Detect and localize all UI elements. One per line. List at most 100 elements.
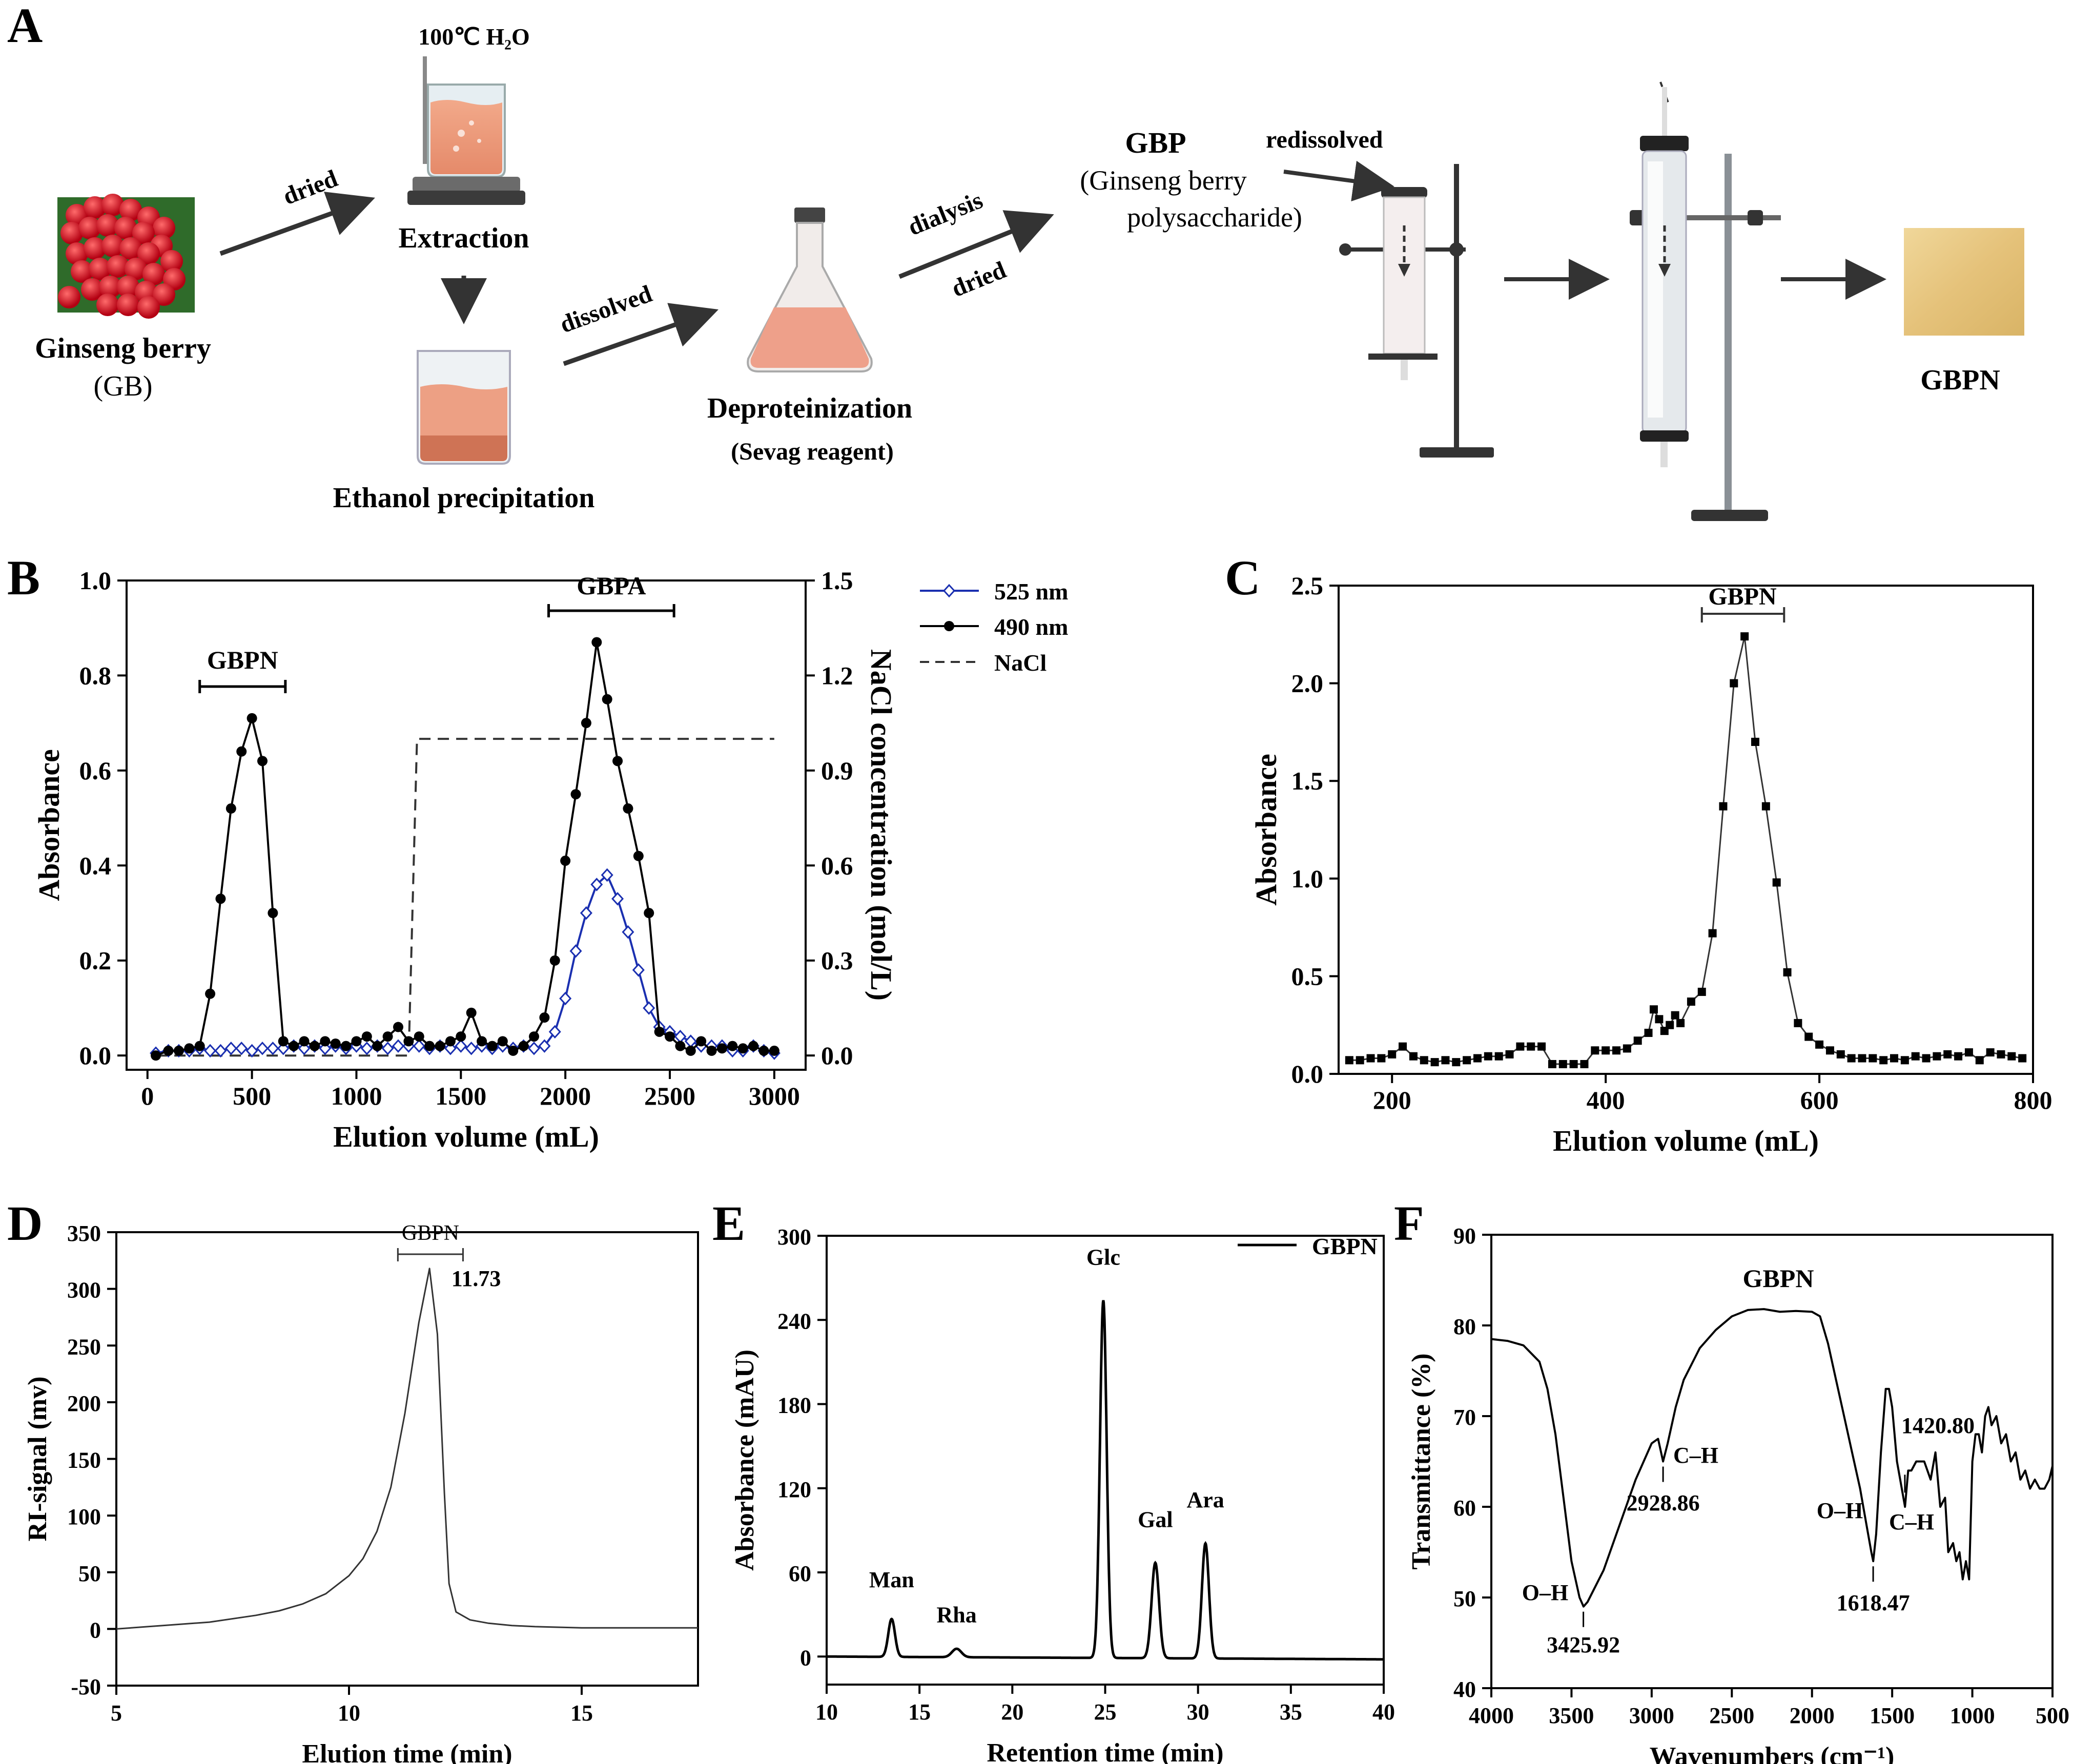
point-gbpn (1558, 1060, 1567, 1068)
point-490 (570, 789, 581, 800)
y2-tick-label: 0.6 (821, 851, 853, 880)
y-tick-label: 90 (1453, 1223, 1476, 1249)
point-490 (247, 713, 257, 723)
point-gbpn (1569, 1060, 1578, 1068)
berry-mark (84, 196, 106, 219)
berry-mark (60, 222, 83, 244)
y-tick-label: 70 (1453, 1405, 1476, 1430)
point-490 (225, 803, 236, 814)
plot-frame (826, 1235, 1385, 1686)
x-axis-label: Elution volume (mL) (1553, 1124, 1819, 1157)
point-490 (758, 1045, 769, 1056)
point-gbpn (1484, 1052, 1492, 1061)
point-gbpn (1345, 1056, 1353, 1065)
y-axis-label: Absorbance (mAU) (730, 1350, 760, 1571)
berry-mark (96, 294, 119, 316)
point-490 (716, 1043, 727, 1054)
point-490 (560, 856, 571, 866)
annotation-ch1: C–H (1673, 1443, 1718, 1468)
y-tick-label: 50 (78, 1561, 101, 1586)
point-490 (644, 908, 654, 919)
column-stand-icon-2 (1630, 81, 1781, 521)
ginseng-berry-image (57, 194, 195, 319)
annotation-2928: 2928.86 (1627, 1490, 1700, 1516)
arrow-dissolved-label: dissolved (557, 280, 656, 339)
panel-a: A Ginseng berry (GB) dried 100℃ H₂O Extr… (7, 0, 2024, 521)
berry-mark (114, 217, 137, 239)
x-tick-label: 10 (815, 1699, 838, 1725)
point-490 (424, 1041, 435, 1051)
berry-mark (89, 258, 111, 280)
annotation-1420: 1420.80 (1901, 1413, 1975, 1438)
point-490 (351, 1036, 362, 1047)
point-490 (236, 746, 247, 757)
berry-mark (137, 296, 160, 319)
point-gbpn (1644, 1028, 1653, 1037)
x-tick-label: 25 (1094, 1699, 1117, 1725)
point-gbpn (1869, 1054, 1877, 1063)
berry-mark (99, 276, 121, 298)
berry-mark (125, 258, 147, 280)
point-490 (403, 1036, 414, 1047)
x-tick-label: 200 (1373, 1086, 1411, 1114)
y-tick-label: 80 (1453, 1314, 1476, 1339)
y-tick-label: 350 (67, 1221, 101, 1246)
x-tick-label: 1000 (331, 1082, 382, 1110)
berry-mark (78, 217, 101, 239)
x-tick-label: 40 (1372, 1699, 1395, 1725)
point-525 (465, 1042, 478, 1055)
y2-axis-label: NaCl concentration (mol/L) (865, 649, 898, 1001)
x-tick-label: 2000 (540, 1082, 591, 1110)
berry-mark (107, 255, 129, 278)
point-490 (268, 908, 278, 919)
point-525 (360, 1042, 373, 1055)
berry-mark (81, 278, 104, 301)
point-490 (539, 1012, 550, 1023)
point-gbpn (1548, 1060, 1556, 1068)
point-490 (456, 1031, 466, 1042)
point-gbpn (1676, 1019, 1685, 1027)
chart-B: 0 500 1000 1500 2000 2500 3000 0.0 0.2 0.4 0.6 0.8 1… (32, 566, 1068, 1153)
point-490 (382, 1031, 393, 1042)
y-tick-label: 2.5 (1291, 571, 1324, 600)
point-490 (435, 1041, 445, 1051)
point-490 (257, 756, 268, 766)
point-490 (497, 1036, 508, 1047)
point-525 (548, 1025, 561, 1039)
x-tick-label: 15 (570, 1700, 593, 1726)
point-gbpn (1804, 1032, 1813, 1041)
point-490 (518, 1041, 529, 1051)
point-490 (602, 694, 612, 704)
point-490 (769, 1045, 779, 1056)
x-tick-label: 15 (908, 1699, 931, 1725)
x-tick-label: 3500 (1549, 1703, 1594, 1728)
point-525 (538, 1039, 551, 1053)
berry-mark (153, 283, 175, 306)
series-490-line (155, 642, 774, 1057)
x-axis-label: Retention time (min) (987, 1738, 1223, 1764)
x-axis-label: Elution volume (mL) (333, 1120, 599, 1153)
y-tick-label: 180 (777, 1393, 811, 1418)
y-axis-label: RI-signal (mv) (23, 1376, 52, 1541)
gbp-label: GBP (1125, 126, 1186, 159)
point-gbpn (1783, 968, 1792, 977)
berry-mark (58, 286, 80, 308)
point-gbpn (1986, 1048, 1995, 1057)
point-gbpn (1954, 1052, 1963, 1061)
berry-mark (101, 194, 124, 216)
arrow-dried (219, 192, 375, 256)
y2-tick-label: 1.2 (821, 661, 853, 690)
redissolved-label: redissolved (1266, 126, 1383, 153)
chart-F: 4000 3500 3000 2500 2000 1500 1000 500 40 50 60 70 8… (1407, 1223, 2069, 1764)
point-525 (527, 1042, 541, 1055)
point-gbpn (1890, 1054, 1898, 1063)
y-tick-label: 300 (777, 1225, 811, 1250)
point-gbpn (1655, 1015, 1664, 1024)
series-gbpn-line (827, 1300, 1384, 1661)
arrow-dried-label: dried (279, 164, 341, 210)
point-525 (580, 906, 592, 920)
berry-mark (84, 237, 106, 260)
y-tick-label: 250 (67, 1334, 101, 1359)
series-ftir-line (1491, 1308, 2054, 1608)
annotation-gbpn: GBPN (402, 1221, 459, 1245)
